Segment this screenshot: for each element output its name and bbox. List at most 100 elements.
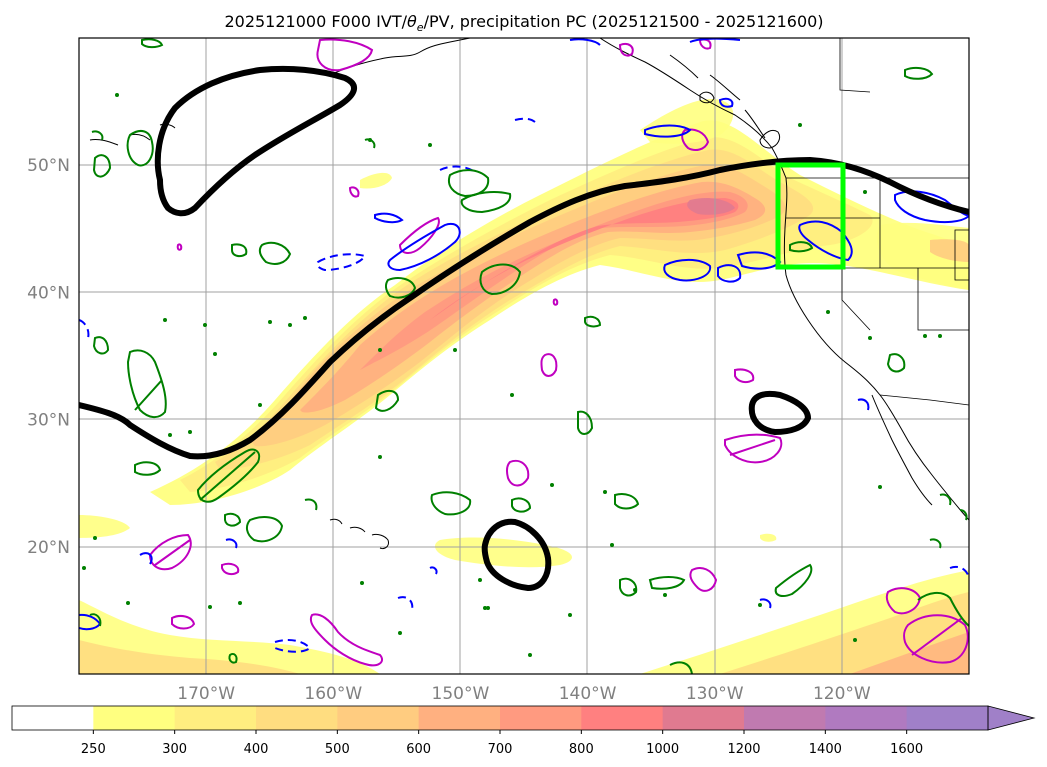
pv-neg-4 bbox=[718, 97, 734, 108]
border-ca-nv bbox=[841, 268, 871, 331]
colorbar-label: 500 bbox=[325, 742, 350, 757]
ivt-patch-east-2 bbox=[930, 239, 969, 262]
theta-e-closed-north bbox=[154, 65, 357, 217]
pv-pos-34 bbox=[669, 661, 693, 674]
colorbar-segment bbox=[93, 706, 176, 730]
theta-e-closed-east bbox=[748, 390, 812, 436]
border-us-mexico bbox=[879, 394, 969, 406]
ivt-band-mid-south bbox=[435, 537, 572, 568]
pv-pos-11 bbox=[479, 263, 522, 296]
pv-neg-16 bbox=[139, 552, 153, 565]
colorbar-segment bbox=[744, 706, 826, 730]
pv-neg-5 bbox=[514, 117, 536, 123]
ivt-shading bbox=[79, 99, 969, 674]
colorbar-label: 600 bbox=[406, 742, 431, 757]
y-tick-label: 40°N bbox=[27, 283, 70, 303]
colorbar-label: 400 bbox=[244, 742, 269, 757]
theta-e-ar-axis bbox=[79, 156, 969, 460]
colorbar-label: 250 bbox=[81, 742, 106, 757]
x-tick-label: 130°W bbox=[686, 684, 744, 704]
pv-neg-9 bbox=[387, 222, 461, 272]
pv-pos-17 bbox=[196, 448, 261, 503]
pv-pos-10 bbox=[384, 277, 417, 299]
border-alaska bbox=[839, 38, 871, 93]
colorbar-extend-arrow bbox=[987, 705, 1036, 731]
pv-pos-16 bbox=[577, 410, 594, 435]
coast-west-us bbox=[783, 177, 969, 521]
colorbar-segment bbox=[337, 706, 420, 730]
pv-pos-25 bbox=[774, 563, 813, 597]
precip-contour-1 bbox=[316, 38, 374, 72]
coast-canada-islands bbox=[759, 129, 781, 149]
map-background bbox=[79, 38, 969, 674]
pv-pos-9 bbox=[258, 241, 292, 265]
precip-contour-5 bbox=[348, 186, 360, 198]
precip-contour-2 bbox=[618, 43, 634, 57]
pv-neg-8 bbox=[316, 253, 367, 272]
coastlines bbox=[89, 38, 969, 549]
pv-neg-13 bbox=[798, 220, 853, 262]
map-area bbox=[79, 38, 969, 674]
colorbar-segment bbox=[825, 706, 908, 730]
pv-neg-17 bbox=[225, 538, 238, 549]
x-tick-label: 170°W bbox=[177, 684, 235, 704]
coast-alaska-panhandle bbox=[599, 38, 787, 179]
precip-contour-16 bbox=[885, 587, 922, 615]
colorbar-segment bbox=[906, 706, 989, 730]
coast-bc-islands bbox=[699, 91, 715, 104]
colorbar-segment bbox=[500, 706, 582, 730]
scatter-dots bbox=[82, 93, 942, 657]
pv-pos-4 bbox=[91, 130, 104, 141]
pv-pos-37 bbox=[789, 241, 814, 253]
colorbar-label: 1200 bbox=[727, 742, 760, 757]
colorbar: 250 300 400 500 600 700 800 1000 1200 1400 1600 bbox=[11, 705, 1036, 757]
colorbar-label: 300 bbox=[162, 742, 187, 757]
pv-pos-13 bbox=[126, 349, 167, 418]
pv-neg-1 bbox=[569, 38, 601, 46]
colorbar-segment bbox=[256, 706, 338, 730]
precip-contour-19 bbox=[552, 298, 559, 306]
pv-pos-1 bbox=[141, 38, 164, 49]
pv-pos-28 bbox=[917, 592, 969, 627]
coast-bc-fjords bbox=[669, 54, 766, 139]
pv-positive-contours bbox=[89, 38, 969, 674]
pv-neg-10 bbox=[663, 258, 712, 282]
coast-hawaii bbox=[329, 518, 389, 549]
pv-pos-7 bbox=[364, 138, 376, 149]
pv-neg-22 bbox=[949, 565, 969, 576]
pv-neg-11 bbox=[717, 264, 742, 283]
x-tick-label: 150°W bbox=[432, 684, 490, 704]
pv-pos-27 bbox=[619, 577, 638, 597]
ivt-patch-north bbox=[640, 99, 734, 144]
colorbar-label: 700 bbox=[488, 742, 513, 757]
pv-pos-32 bbox=[886, 353, 906, 373]
colorbar-segment bbox=[662, 706, 745, 730]
pv-neg-2 bbox=[689, 38, 741, 43]
pv-pos-14 bbox=[92, 336, 110, 355]
colorbar-segment bbox=[174, 706, 257, 730]
colorbar-segment bbox=[12, 706, 94, 730]
x-tick-label: 120°W bbox=[813, 684, 871, 704]
pv-pos-22 bbox=[245, 516, 284, 543]
colorbar-label: 800 bbox=[569, 742, 594, 757]
pv-pos-6 bbox=[460, 191, 512, 214]
pv-pos-33 bbox=[904, 66, 934, 80]
colorbar-label: 1400 bbox=[809, 742, 842, 757]
pv-neg-24 bbox=[857, 398, 870, 411]
y-axis-ticks: 50°N 40°N 30°N 20°N bbox=[27, 156, 70, 558]
ivt-band-500 bbox=[250, 164, 786, 447]
precip-contour-11 bbox=[148, 533, 192, 571]
precip-contour-4 bbox=[681, 128, 710, 151]
pv-pos-12 bbox=[584, 315, 602, 328]
y-tick-label: 30°N bbox=[27, 411, 70, 431]
precip-contour-12 bbox=[221, 562, 240, 576]
highlight-box bbox=[775, 162, 846, 270]
coast-baja bbox=[871, 394, 933, 506]
x-axis-ticks: 170°W 160°W 150°W 140°W 130°W 120°W bbox=[177, 684, 871, 704]
ivt-patch-small bbox=[760, 533, 777, 542]
precip-contour-7 bbox=[540, 353, 558, 377]
precip-contour-9 bbox=[724, 433, 783, 464]
precip-contour-8 bbox=[734, 368, 755, 384]
pv-neg-18 bbox=[397, 596, 414, 611]
